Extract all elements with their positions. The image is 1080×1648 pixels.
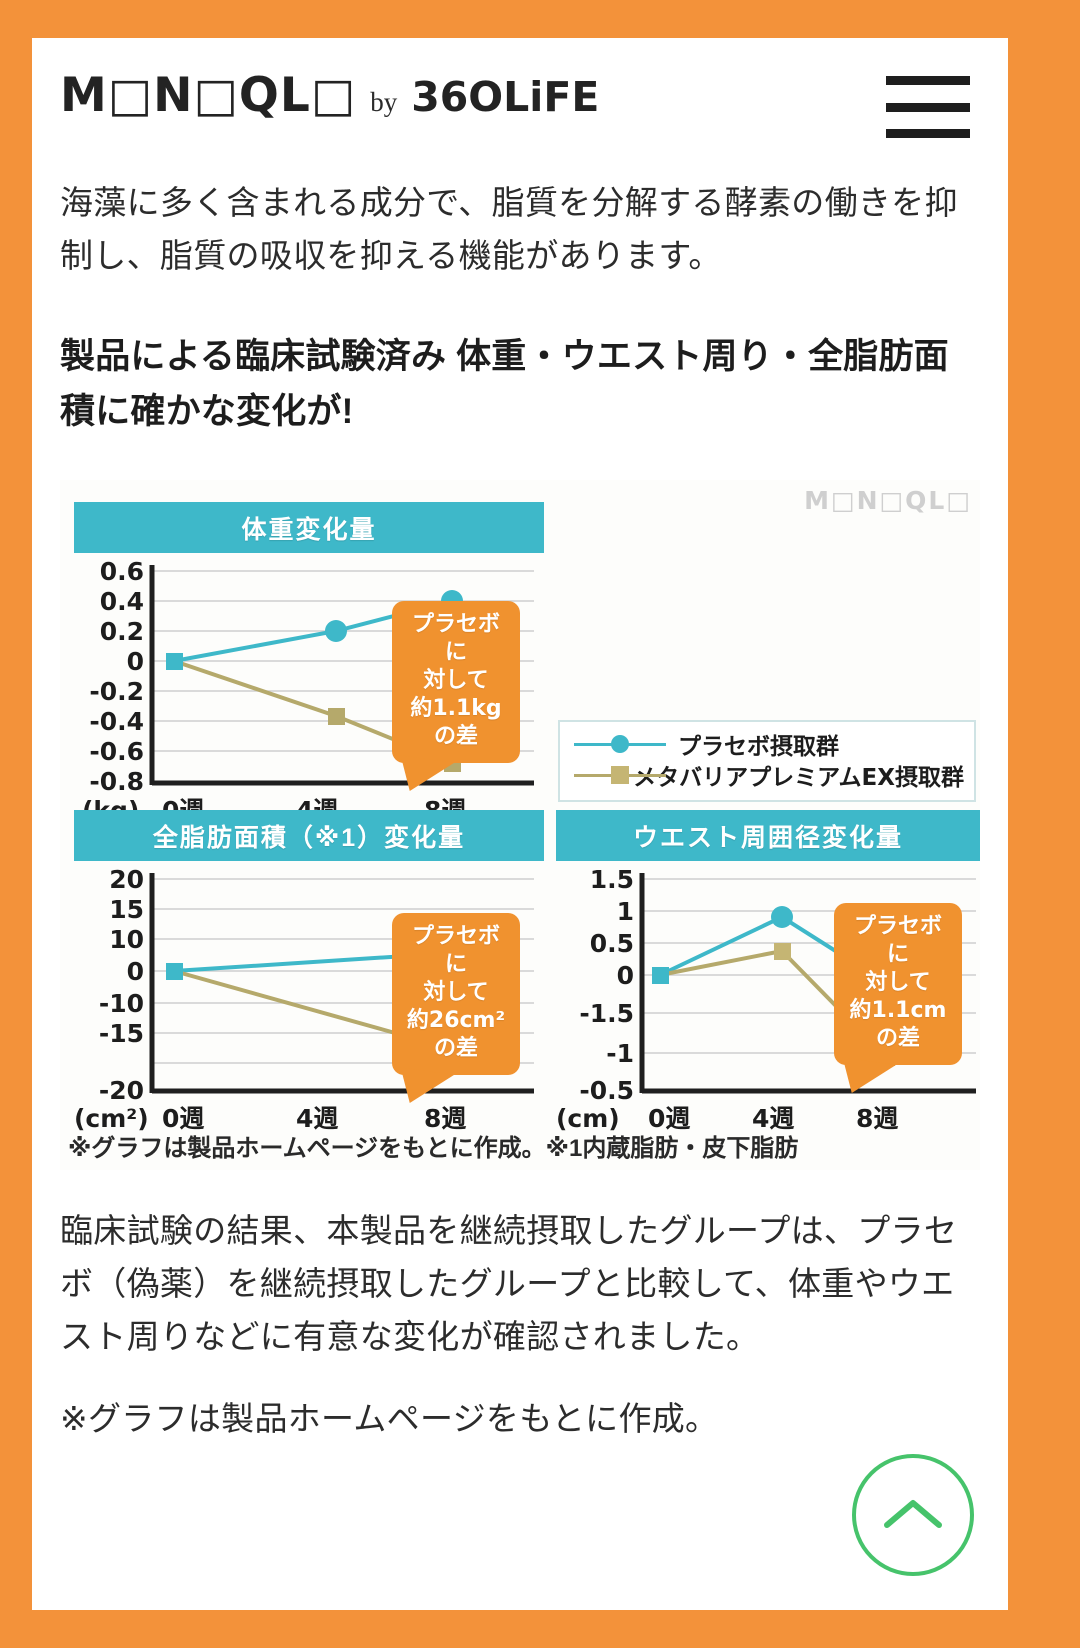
- svg-text:10: 10: [109, 925, 144, 954]
- svg-text:-20: -20: [99, 1076, 144, 1105]
- legend-marker-circle-icon: [611, 735, 629, 753]
- callout-fat-difference: プラセボに 対して 約26cm² の差: [392, 912, 520, 1109]
- callout-weight-line-1: プラセボに: [411, 611, 500, 665]
- callout-weight-line-2: 対して: [423, 667, 489, 693]
- hamburger-menu-icon[interactable]: [886, 76, 970, 138]
- svg-text:1.5: 1.5: [590, 865, 634, 894]
- svg-text:-15: -15: [99, 1019, 144, 1048]
- body-paragraph: 臨床試験の結果、本製品を継続摂取したグループは、プラセボ（偽薬）を継続摂取したグ…: [60, 1211, 958, 1356]
- callout-fat-line-4: の差: [433, 1036, 478, 1062]
- svg-text:1: 1: [617, 897, 634, 926]
- chart-waist-change: ウエスト周囲径変化量: [556, 809, 980, 1161]
- scroll-to-top-button[interactable]: [852, 1454, 974, 1576]
- callout-weight-difference: プラセボに 対して 約1.1kg の差: [392, 600, 520, 797]
- page-frame: M□N□QL□ by 36OLiFE 海藻に多く含まれる成分で、脂質を分解する酵…: [32, 38, 1008, 1610]
- final-note-paragraph: ※グラフは製品ホームページをもとに作成。: [60, 1399, 719, 1437]
- svg-text:-10: -10: [99, 989, 144, 1018]
- svg-text:-0.2: -0.2: [89, 677, 144, 706]
- legend-marker-square-icon: [611, 766, 629, 784]
- brand-by-text: by: [370, 87, 398, 117]
- lead-paragraph: 海藻に多く含まれる成分で、脂質を分解する酵素の働きを抑制し、脂質の吸収を抑える機…: [60, 184, 958, 275]
- svg-text:(cm²): (cm²): [74, 1104, 149, 1133]
- svg-text:-1.5: -1.5: [579, 999, 634, 1028]
- svg-text:-1: -1: [606, 1039, 634, 1068]
- svg-text:-0.6: -0.6: [89, 737, 144, 766]
- svg-text:-0.4: -0.4: [89, 707, 144, 736]
- chart-fat-title: 全脂肪面積（※1）変化量: [74, 809, 544, 861]
- svg-text:8週: 8週: [424, 1104, 466, 1133]
- svg-text:0週: 0週: [162, 1104, 204, 1133]
- callout-weight-line-4: の差: [433, 724, 478, 750]
- svg-text:0.6: 0.6: [100, 557, 144, 586]
- chart-weight-plot: 0.6 0.4 0.2 0 -0.2 -0.4 -0.6 -0.8 (kg): [74, 553, 544, 853]
- chevron-up-icon: [884, 1500, 942, 1528]
- legend-item-product: メタバリアプレミアムEX摂取群: [574, 760, 964, 791]
- figure-watermark: M□N□QL□: [804, 485, 972, 515]
- svg-text:15: 15: [109, 895, 144, 924]
- article-content: 海藻に多く含まれる成分で、脂質を分解する酵素の働きを抑制し、脂質の吸収を抑える機…: [32, 176, 1008, 1445]
- svg-text:0: 0: [127, 647, 144, 676]
- chart-total-fat-area: 全脂肪面積（※1）変化量: [74, 809, 544, 1161]
- chart-legend: プラセボ摂取群 メタバリアプレミアムEX摂取群: [558, 719, 976, 802]
- svg-text:0.4: 0.4: [100, 587, 144, 616]
- svg-text:0.2: 0.2: [100, 617, 144, 646]
- callout-fat-line-2: 対して: [423, 979, 489, 1005]
- legend-label-placebo: プラセボ摂取群: [678, 734, 839, 760]
- chart-waist-title: ウエスト周囲径変化量: [556, 809, 980, 861]
- brand-360life-text: 36OLiFE: [411, 73, 600, 121]
- hamburger-bar-1: [886, 76, 970, 85]
- svg-text:(cm): (cm): [556, 1104, 620, 1133]
- svg-text:0: 0: [617, 961, 634, 990]
- chart-fat-svg: 20 15 10 0 -10 -15 -20 (cm²) 0週 4週: [74, 865, 534, 1133]
- svg-text:4週: 4週: [752, 1104, 794, 1133]
- callout-waist-line-1: プラセボに: [853, 913, 942, 967]
- clinical-trial-figure: M□N□QL□ 体重変化量: [60, 479, 980, 1170]
- site-logo[interactable]: M□N□QL□ by 36OLiFE: [60, 72, 599, 119]
- callout-waist-line-3: 約1.1cm: [849, 997, 947, 1023]
- svg-text:8週: 8週: [856, 1104, 898, 1133]
- callout-fat-line-1: プラセボに: [411, 923, 500, 977]
- svg-text:-0.5: -0.5: [579, 1076, 634, 1105]
- section-heading: 製品による臨床試験済み 体重・ウエスト周り・全脂肪面積に確かな変化が!: [60, 336, 949, 432]
- callout-weight-line-3: 約1.1kg: [410, 695, 502, 721]
- svg-text:4週: 4週: [296, 1104, 338, 1133]
- callout-waist-difference: プラセボに 対して 約1.1cm の差: [834, 902, 962, 1099]
- hamburger-bar-3: [886, 129, 970, 138]
- legend-item-placebo: プラセボ摂取群: [574, 729, 964, 760]
- legend-line-product: [574, 766, 666, 784]
- svg-text:0: 0: [127, 957, 144, 986]
- legend-line-placebo: [574, 735, 666, 753]
- callout-fat-line-3: 約26cm²: [406, 1007, 506, 1033]
- svg-text:-0.8: -0.8: [89, 767, 144, 796]
- callout-waist-line-4: の差: [875, 1026, 920, 1052]
- svg-text:0.5: 0.5: [590, 929, 634, 958]
- chart-weight-change: 体重変化量: [74, 501, 544, 853]
- callout-waist-line-2: 対して: [865, 969, 931, 995]
- hamburger-bar-2: [886, 102, 970, 112]
- chart-weight-svg: 0.6 0.4 0.2 0 -0.2 -0.4 -0.6 -0.8 (kg): [82, 557, 534, 825]
- svg-text:20: 20: [109, 865, 144, 894]
- site-header: M□N□QL□ by 36OLiFE: [32, 38, 1008, 146]
- figure-footnote: ※グラフは製品ホームページをもとに作成。※1内蔵脂肪・皮下脂肪: [68, 1134, 799, 1162]
- legend-label-product: メタバリアプレミアムEX摂取群: [633, 765, 964, 791]
- chart-weight-title: 体重変化量: [74, 501, 544, 553]
- svg-text:0週: 0週: [648, 1104, 690, 1133]
- brand-monoqlo-text: M□N□QL□: [60, 68, 357, 123]
- chart-fat-plot: 20 15 10 0 -10 -15 -20 (cm²) 0週 4週: [74, 861, 544, 1161]
- chart-waist-plot: 1.5 1 0.5 0 -1.5 -1 -0.5 (cm) 0週 4週: [556, 861, 980, 1161]
